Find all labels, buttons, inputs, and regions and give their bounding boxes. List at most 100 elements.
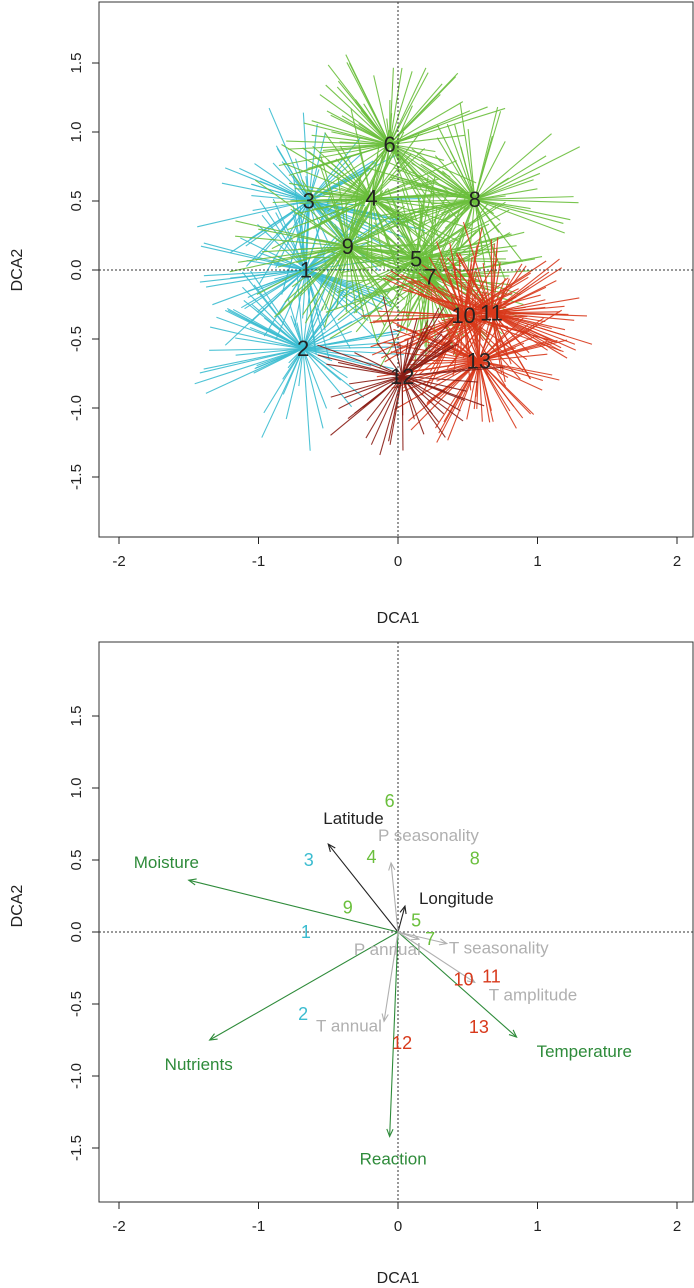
spider-line [235, 235, 348, 248]
spider-line [371, 133, 420, 199]
spider-line [401, 317, 455, 377]
spider-line [347, 198, 362, 247]
spider-line [347, 246, 365, 280]
vector-label-nutrients: Nutrients [165, 1055, 233, 1074]
vector-label-t-seasonality: T seasonality [449, 939, 549, 958]
vector-label-reaction: Reaction [360, 1149, 427, 1168]
spider-line [490, 262, 501, 313]
spider-line [373, 75, 391, 145]
centroid-label-13: 13 [469, 1017, 489, 1037]
spider-line [399, 343, 403, 377]
spider-line [330, 114, 390, 145]
spider-line [423, 275, 464, 316]
spider-line [434, 155, 476, 200]
y-axis-title-bottom: DCA2 [9, 885, 26, 928]
spider-line [391, 360, 480, 389]
centroid-label-3: 3 [303, 189, 315, 214]
spider-line [386, 225, 431, 278]
spider-line [401, 375, 446, 438]
spider-line [341, 115, 390, 145]
spider-line [467, 199, 476, 273]
spider-line [490, 263, 523, 314]
x-tick-label: -1 [252, 1218, 265, 1235]
spider-line [478, 361, 483, 422]
spider-line [389, 67, 394, 145]
axes-top: -2 -1 0 1 2-1.5-1.0-0.50.00.51.01.5 [68, 53, 681, 570]
spider-line [254, 179, 349, 247]
spider-line [298, 245, 348, 250]
spider-line [362, 276, 431, 297]
spider-line [390, 270, 464, 317]
spider-line [325, 84, 391, 145]
spider-line [237, 245, 348, 263]
spider-line [303, 122, 390, 145]
spider-line [401, 330, 417, 377]
spider-line [401, 376, 425, 435]
spider-line [336, 86, 391, 145]
centroid-label-8: 8 [469, 187, 481, 212]
vector-arrowhead [208, 1033, 218, 1041]
spider-line [308, 124, 318, 202]
spider-line [305, 269, 380, 343]
spider-line [347, 246, 381, 298]
spider-line [287, 197, 372, 231]
spider-line [287, 297, 304, 349]
plot-frame-bottom [98, 641, 694, 1203]
spider-line [459, 103, 476, 200]
spider-line [402, 375, 467, 392]
y-tick-label: -1.0 [68, 395, 85, 421]
spider-line [478, 336, 535, 362]
spider-line [401, 375, 433, 415]
spider-line [406, 273, 431, 278]
spider-line [241, 269, 307, 309]
centroid-label-9: 9 [343, 898, 353, 918]
spider-line [401, 376, 415, 420]
spider-line [310, 246, 349, 303]
spider-line [434, 360, 480, 429]
spider-line [275, 269, 307, 341]
y-tick-label: 0.0 [68, 260, 85, 281]
spider-line [347, 209, 420, 248]
spider-line [339, 145, 372, 199]
spider-line [451, 312, 492, 365]
centroid-label-10: 10 [451, 303, 475, 328]
spider-line [347, 246, 426, 268]
vector-arrowhead [388, 861, 396, 871]
spider-line [259, 177, 309, 202]
spider-line [272, 197, 372, 204]
spider-line [447, 360, 480, 441]
spider-line [302, 289, 326, 349]
spider-line [330, 375, 403, 398]
spider-line [446, 123, 476, 200]
spider-line [392, 198, 431, 278]
spider-line [401, 341, 452, 377]
spider-line [366, 375, 403, 422]
centroid-label-13: 13 [467, 349, 491, 374]
spider-line [285, 348, 304, 420]
centroid-label-7: 7 [424, 264, 436, 289]
spider-line [491, 312, 593, 345]
spider-line [389, 144, 406, 164]
spider-line [474, 188, 538, 201]
spider-line [252, 200, 309, 211]
spider-line [242, 286, 304, 350]
centroid-label-11: 11 [480, 300, 503, 325]
spider-line [287, 143, 390, 150]
spider-line [389, 143, 436, 153]
centroid-label-7: 7 [425, 929, 435, 949]
spider-line [347, 246, 405, 300]
spider-line [467, 129, 476, 200]
spider-line [284, 246, 349, 303]
spider-line [349, 144, 391, 231]
spider-line [302, 287, 311, 349]
spider-line [323, 246, 349, 328]
spider-line [478, 298, 481, 362]
spider-line [389, 144, 441, 239]
x-tick-label: -2 [112, 553, 125, 570]
spider-line [298, 143, 390, 174]
spider-line [302, 348, 328, 409]
y-tick-label: 0.0 [68, 922, 85, 943]
vector-longitude [397, 905, 406, 933]
